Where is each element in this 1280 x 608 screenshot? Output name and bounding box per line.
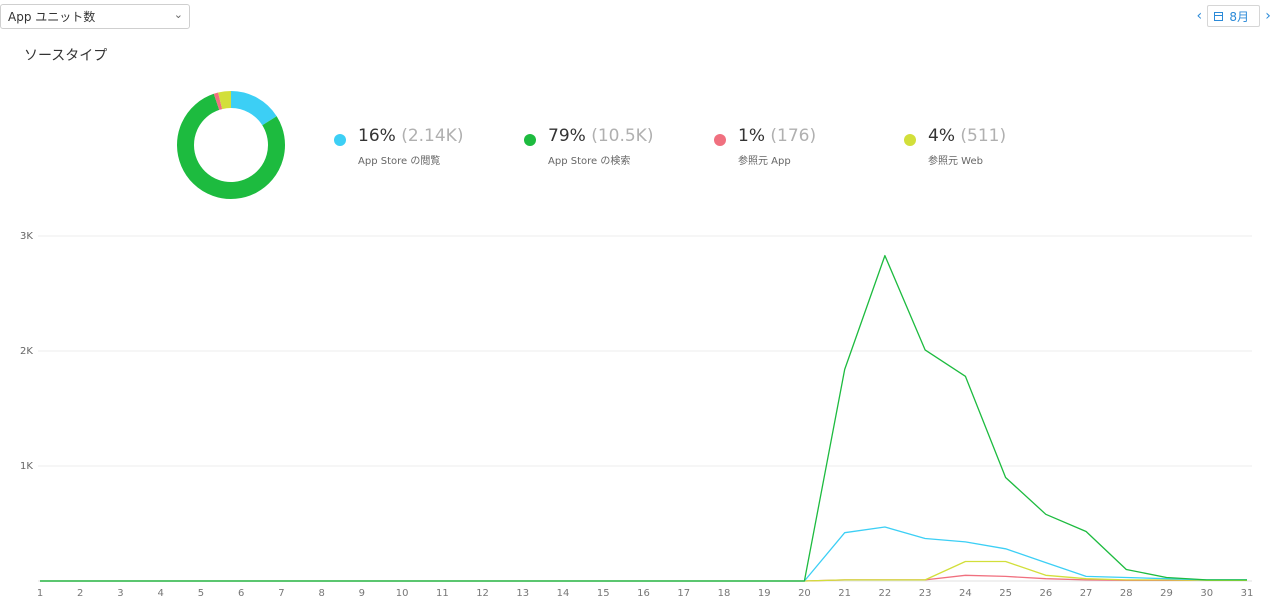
x-tick-label: 13 xyxy=(516,588,529,599)
source-type-donut-chart xyxy=(177,91,285,199)
x-tick-label: 14 xyxy=(557,588,570,599)
metric-dropdown-label: App ユニット数 xyxy=(8,10,96,24)
legend-name: App Store の検索 xyxy=(548,156,631,167)
legend-count: (176) xyxy=(770,126,817,146)
legend-name: App Store の閲覧 xyxy=(358,156,441,167)
series-line xyxy=(40,560,1247,582)
x-tick-label: 3 xyxy=(117,588,123,599)
chevron-down-icon: ⌄ xyxy=(173,8,183,21)
x-tick-label: 18 xyxy=(718,588,731,599)
x-tick-label: 29 xyxy=(1160,588,1173,599)
y-tick-label: 2K xyxy=(20,346,33,357)
legend-name: 参照元 App xyxy=(738,156,791,167)
legend-percent: 4% xyxy=(928,126,955,146)
x-tick-label: 6 xyxy=(238,588,244,599)
donut-slice xyxy=(213,92,223,110)
x-tick-label: 19 xyxy=(758,588,771,599)
x-tick-label: 30 xyxy=(1200,588,1213,599)
x-tick-label: 31 xyxy=(1241,588,1254,599)
next-month-button[interactable]: › xyxy=(1265,8,1271,24)
series-line xyxy=(40,526,1247,582)
legend-percent: 16% xyxy=(358,126,396,146)
donut-slice xyxy=(177,93,285,199)
donut-slice xyxy=(230,91,277,126)
x-tick-label: 23 xyxy=(919,588,932,599)
metric-dropdown[interactable]: App ユニット数 ⌄ xyxy=(0,4,190,29)
x-tick-label: 15 xyxy=(597,588,610,599)
x-tick-label: 17 xyxy=(677,588,690,599)
x-tick-label: 8 xyxy=(318,588,324,599)
legend-dot-referrer-app xyxy=(714,134,726,146)
x-tick-label: 4 xyxy=(158,588,164,599)
x-tick-label: 24 xyxy=(959,588,972,599)
x-tick-label: 12 xyxy=(476,588,489,599)
legend-percent: 1% xyxy=(738,126,765,146)
x-tick-label: 26 xyxy=(1039,588,1052,599)
x-tick-label: 28 xyxy=(1120,588,1133,599)
legend-dot-app-store-search xyxy=(524,134,536,146)
x-tick-label: 25 xyxy=(999,588,1012,599)
x-tick-label: 22 xyxy=(879,588,892,599)
series-line xyxy=(40,254,1247,582)
legend-percent: 79% xyxy=(548,126,586,146)
month-label: 8月 xyxy=(1229,9,1249,24)
x-tick-label: 10 xyxy=(396,588,409,599)
x-tick-label: 21 xyxy=(838,588,851,599)
series-line xyxy=(40,574,1247,582)
calendar-icon xyxy=(1214,11,1224,21)
x-tick-label: 11 xyxy=(436,588,449,599)
x-tick-label: 20 xyxy=(798,588,811,599)
x-tick-label: 16 xyxy=(637,588,650,599)
legend-count: (10.5K) xyxy=(591,126,654,146)
legend-count: (511) xyxy=(960,126,1007,146)
legend-count: (2.14K) xyxy=(401,126,464,146)
donut-slice xyxy=(218,91,232,110)
x-tick-label: 9 xyxy=(359,588,365,599)
x-tick-label: 27 xyxy=(1080,588,1093,599)
y-tick-label: 3K xyxy=(20,231,33,242)
legend-dot-referrer-web xyxy=(904,134,916,146)
x-tick-label: 2 xyxy=(77,588,83,599)
x-tick-label: 1 xyxy=(37,588,43,599)
section-title: ソースタイプ xyxy=(24,48,108,64)
x-tick-label: 7 xyxy=(278,588,284,599)
y-tick-label: 1K xyxy=(20,461,33,472)
legend-dot-app-store-browse xyxy=(334,134,346,146)
month-picker-button[interactable]: 8月 xyxy=(1207,5,1260,27)
x-tick-label: 5 xyxy=(198,588,204,599)
month-navigation: ‹ 8月 › xyxy=(1193,5,1274,27)
previous-month-button[interactable]: ‹ xyxy=(1196,8,1203,24)
legend-name: 参照元 Web xyxy=(928,156,983,167)
